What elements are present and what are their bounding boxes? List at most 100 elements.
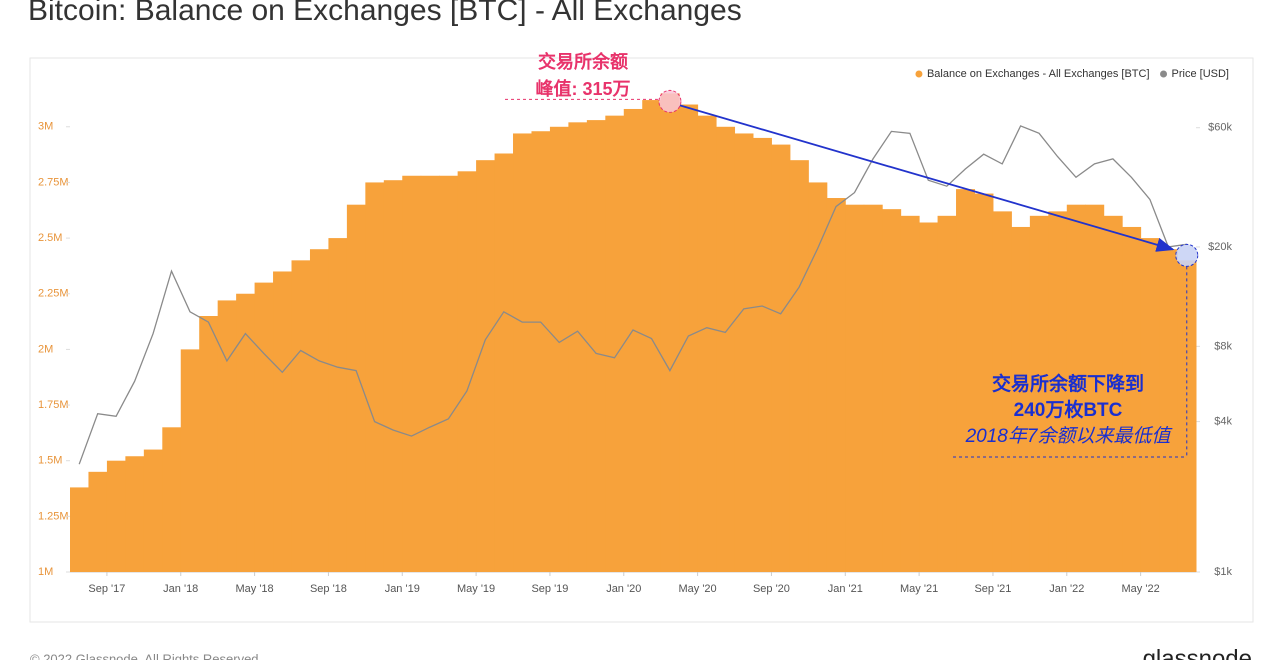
- y-tick-label: 2M: [38, 343, 53, 355]
- balance-bar: [273, 271, 293, 572]
- x-tick-label: Jan '18: [163, 583, 198, 595]
- balance-bar: [752, 137, 772, 573]
- x-tick-label: May '22: [1122, 583, 1160, 595]
- balance-bar: [882, 209, 902, 572]
- balance-bar: [457, 171, 477, 572]
- balance-bar: [494, 153, 514, 572]
- balance-bar: [642, 100, 662, 572]
- balance-bar: [660, 93, 680, 573]
- balance-bar: [1066, 204, 1086, 572]
- balance-bar: [383, 180, 403, 573]
- balance-bar: [199, 316, 219, 572]
- legend-label: Price [USD]: [1172, 68, 1229, 80]
- x-tick-label: Sep '20: [753, 583, 790, 595]
- y2-tick-label: $20k: [1208, 241, 1232, 253]
- y2-tick-label: $60k: [1208, 122, 1232, 134]
- x-tick-label: Sep '19: [531, 583, 568, 595]
- x-tick-label: Sep '17: [88, 583, 125, 595]
- balance-bar: [586, 120, 606, 573]
- balance-bar: [863, 204, 883, 572]
- balance-bar: [1159, 249, 1179, 572]
- price-line: [78, 125, 1187, 465]
- trend-arrow: [679, 104, 1175, 252]
- chart-title: Bitcoin: Balance on Exchanges [BTC] - Al…: [28, 0, 742, 27]
- balance-bar: [1029, 215, 1049, 572]
- x-tick-label: Sep '21: [974, 583, 1011, 595]
- balance-bar: [346, 204, 366, 572]
- balance-bar: [605, 115, 625, 573]
- y-tick-label: 2.5M: [38, 232, 62, 244]
- x-tick-label: Jan '21: [828, 583, 863, 595]
- balance-bar: [1048, 211, 1068, 573]
- annotation: 240万枚BTC: [1014, 398, 1123, 421]
- balance-bar: [826, 198, 846, 572]
- x-tick-label: May '18: [235, 583, 273, 595]
- balance-bar: [402, 175, 422, 572]
- balance-bar: [1103, 215, 1123, 572]
- y2-tick-label: $4k: [1214, 415, 1232, 427]
- balance-bar: [1011, 226, 1031, 572]
- balance-bar: [623, 108, 643, 573]
- balance-bar: [1140, 238, 1160, 572]
- balance-bar: [439, 175, 459, 572]
- annotation: 峰值: 315万: [535, 78, 630, 99]
- balance-bar: [1122, 226, 1142, 572]
- balance-bar: [549, 126, 569, 573]
- balance-bar: [143, 449, 163, 572]
- balance-bar: [845, 204, 865, 572]
- balance-bar: [513, 133, 532, 572]
- x-tick-label: May '20: [679, 583, 717, 595]
- balance-bar: [309, 249, 329, 572]
- balance-bar: [697, 115, 717, 573]
- balance-bar: [328, 238, 348, 572]
- balance-bar: [1085, 204, 1105, 572]
- balance-bar: [716, 126, 736, 573]
- y2-tick-label: $1k: [1214, 566, 1232, 578]
- x-tick-label: May '21: [900, 583, 938, 595]
- balance-bar: [420, 175, 440, 572]
- x-tick-label: May '19: [457, 583, 495, 595]
- x-tick-label: Sep '18: [310, 583, 347, 595]
- balance-bar: [919, 222, 939, 573]
- copyright: © 2022 Glassnode. All Rights Reserved.: [30, 651, 262, 660]
- y-tick-label: 2.25M: [38, 288, 69, 300]
- y-tick-label: 1.25M: [38, 510, 69, 522]
- x-tick-label: Jan '20: [606, 583, 641, 595]
- balance-bar: [236, 293, 256, 572]
- balance-bar: [88, 471, 108, 572]
- balance-bar: [992, 211, 1012, 573]
- y-tick-label: 2.75M: [38, 176, 69, 188]
- balance-bar: [956, 189, 975, 572]
- balance-bar: [808, 182, 828, 572]
- balance-bar: [679, 104, 699, 573]
- y-tick-label: 1.5M: [38, 455, 62, 467]
- balance-bar: [180, 349, 200, 572]
- balance-bar: [476, 160, 496, 572]
- legend-swatch: [915, 70, 923, 78]
- balance-bar: [734, 133, 754, 572]
- balance-bar: [531, 131, 551, 572]
- y-tick-label: 3M: [38, 121, 53, 133]
- balance-bar: [568, 122, 588, 572]
- balance-bar: [106, 460, 126, 572]
- balance-bar: [70, 487, 89, 572]
- balance-bar: [789, 160, 809, 572]
- balance-bar: [217, 300, 237, 572]
- x-tick-label: Jan '22: [1049, 583, 1084, 595]
- annotation: 交易所余额下降到: [992, 372, 1144, 395]
- end-marker: [1175, 243, 1199, 267]
- x-tick-label: Jan '19: [385, 583, 420, 595]
- y-tick-label: 1.75M: [38, 399, 69, 411]
- balance-bar: [254, 282, 274, 572]
- logo: glassnode: [1143, 645, 1252, 660]
- balance-bar: [900, 215, 920, 572]
- y2-tick-label: $8k: [1214, 340, 1232, 352]
- balance-bar: [1177, 260, 1197, 572]
- y-tick-label: 1M: [38, 566, 53, 578]
- legend-swatch: [1160, 70, 1168, 78]
- annotation: 2018年7余额以来最低值: [965, 425, 1174, 447]
- balance-bar: [974, 193, 994, 572]
- balance-bar: [937, 215, 957, 572]
- peak-marker: [658, 89, 682, 113]
